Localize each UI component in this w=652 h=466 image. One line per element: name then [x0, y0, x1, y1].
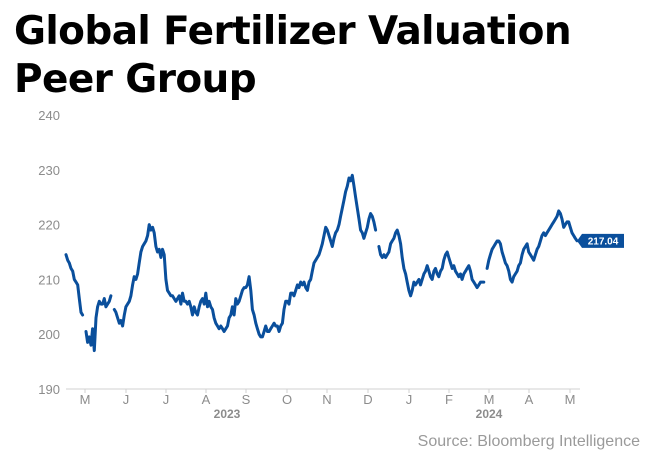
x-tick-label: J — [123, 392, 130, 407]
x-tick-label: A — [202, 392, 211, 407]
x-tick-label: J — [406, 392, 413, 407]
y-tick-label: 220 — [38, 218, 60, 233]
source-note: Source: Bloomberg Intelligence — [417, 433, 640, 450]
year-label: 2023 — [214, 407, 241, 421]
x-tick-label: J — [163, 392, 170, 407]
last-value-badge-shape — [577, 233, 624, 248]
x-tick-label: S — [242, 392, 251, 407]
year-label: 2024 — [476, 407, 503, 421]
series-line — [64, 173, 579, 353]
y-tick-label: 190 — [38, 382, 60, 397]
last-value-badge: 217.04 — [577, 233, 624, 248]
x-tick-label: A — [525, 392, 534, 407]
y-axis: 190 200 210 220 230 240 — [38, 108, 60, 397]
x-tick-label: F — [445, 392, 453, 407]
x-tick-label: N — [322, 392, 331, 407]
last-value-label: 217.04 — [588, 236, 619, 247]
x-tick-label: O — [282, 392, 292, 407]
x-tick-label: D — [363, 392, 372, 407]
y-tick-label: 210 — [38, 272, 60, 287]
series-line-path — [64, 173, 579, 353]
y-tick-label: 240 — [38, 108, 60, 123]
x-tick-label: M — [565, 392, 576, 407]
x-tick-label: M — [484, 392, 495, 407]
x-tick-label: M — [80, 392, 91, 407]
chart-title: Global Fertilizer Valuation Peer Group — [14, 9, 572, 102]
y-tick-label: 200 — [38, 327, 60, 342]
y-tick-label: 230 — [38, 163, 60, 178]
year-labels: 2023 2024 — [214, 407, 503, 421]
